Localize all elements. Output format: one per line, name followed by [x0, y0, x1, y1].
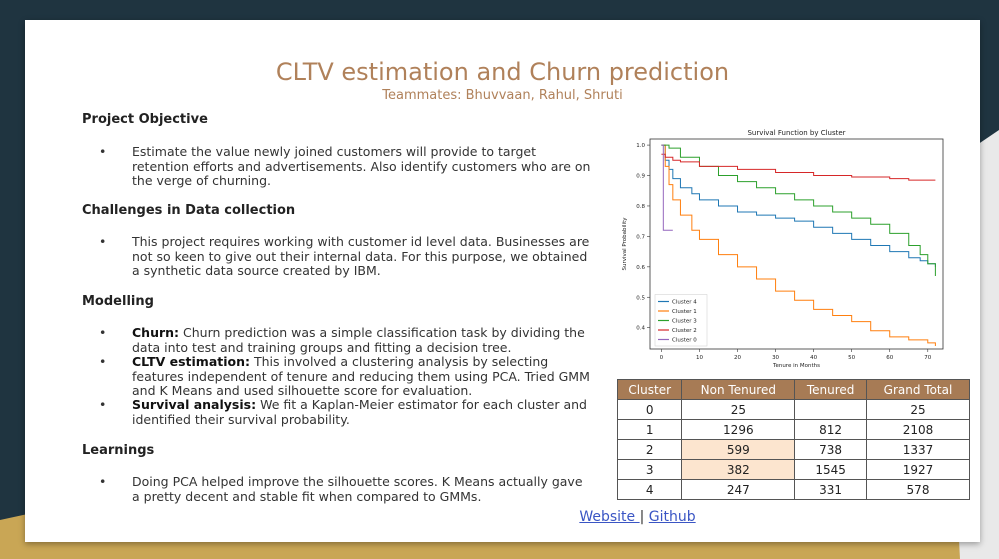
slide: CLTV estimation and Churn prediction Tea… [25, 20, 980, 542]
x-tick-label: 40 [810, 355, 817, 361]
table-row: 4 247 331 578 [616, 479, 970, 500]
y-tick-label: 0.5 [636, 295, 645, 301]
table-row: 3 382 1545 1927 [616, 459, 970, 480]
bullet-cltv: CLTV estimation: This involved a cluster… [99, 354, 592, 399]
legend-label: Cluster 0 [672, 338, 697, 344]
table-header-cell: Grand Total [866, 379, 970, 400]
bullet-bold: CLTV estimation: [132, 354, 251, 369]
bullet-bold: Churn: [132, 325, 180, 340]
table-header-cell: Tenured [794, 379, 867, 400]
x-tick-label: 10 [696, 355, 703, 361]
legend-label: Cluster 4 [672, 300, 697, 306]
bullet-text: This project requires working with custo… [132, 234, 590, 278]
table-cell: 1545 [794, 459, 867, 480]
table-cell: 3 [616, 459, 683, 480]
table-cell: 4 [616, 479, 683, 500]
bullet-text: This involved a clustering analysis by s… [132, 354, 590, 398]
cluster-table: Cluster Non Tenured Tenured Grand Total … [616, 379, 970, 500]
x-tick-label: 20 [734, 355, 741, 361]
series-line-cluster-2 [661, 153, 936, 181]
bullet-text: Estimate the value newly joined customer… [132, 144, 591, 188]
x-tick-label: 0 [660, 355, 664, 361]
page-subtitle: Teammates: Bhuvvaan, Rahul, Shruti [382, 88, 623, 103]
bullet-churn: Churn: Churn prediction was a simple cla… [99, 325, 592, 355]
bullet-objective: Estimate the value newly joined customer… [99, 144, 592, 189]
link-separator: | [639, 509, 645, 525]
survival-chart-svg: Survival Function by Cluster Tenure in Mo… [622, 129, 944, 369]
x-axis-label: Tenure in Months [772, 363, 820, 368]
chart-title: Survival Function by Cluster [747, 129, 845, 137]
y-tick-label: 1.0 [636, 143, 645, 149]
links: Website | Github [25, 509, 980, 525]
table-cell: 738 [794, 439, 867, 460]
table-cell: 2 [616, 439, 683, 460]
y-axis-label: Survival Probability [622, 217, 628, 271]
y-tick-label: 0.9 [636, 174, 645, 180]
table-cell: 331 [794, 479, 867, 500]
table-cell-highlighted: 382 [681, 459, 796, 480]
x-tick-label: 30 [772, 355, 779, 361]
table-cell: 1296 [681, 419, 796, 440]
table-cell: 1 [616, 419, 683, 440]
y-tick-label: 0.7 [636, 234, 645, 240]
y-tick-label: 0.8 [636, 204, 645, 210]
table-cell: 25 [681, 399, 796, 420]
website-link[interactable]: Website [579, 509, 640, 525]
bullet-bold: Survival analysis: [132, 397, 257, 412]
y-tick-label: 0.6 [636, 265, 645, 271]
section-heading-modelling: Modelling [82, 294, 154, 309]
legend-label: Cluster 3 [672, 319, 697, 325]
table-header-cell: Cluster [616, 379, 683, 400]
table-cell: 247 [681, 479, 796, 500]
section-heading-learnings: Learnings [82, 443, 155, 458]
legend-label: Cluster 1 [672, 309, 697, 315]
x-tick-label: 70 [924, 355, 931, 361]
table-cell: 25 [866, 399, 970, 420]
table-cell: 812 [794, 419, 867, 440]
x-tick-label: 50 [848, 355, 855, 361]
series-line-cluster-0 [661, 144, 673, 231]
bullet-text: Doing PCA helped improve the silhouette … [132, 474, 583, 504]
series-line-cluster-4 [661, 144, 936, 267]
table-cell: 1927 [866, 459, 970, 480]
bullet-challenges: This project requires working with custo… [99, 234, 592, 279]
table-cell: 2108 [866, 419, 970, 440]
table-cell: 578 [866, 479, 970, 500]
table-row: 1 1296 812 2108 [616, 419, 970, 440]
table-cell-highlighted: 599 [681, 439, 796, 460]
table-cell [794, 399, 867, 420]
y-tick-label: 0.4 [636, 326, 645, 332]
table-row: 0 25 25 [616, 399, 970, 420]
section-heading-objective: Project Objective [82, 112, 208, 127]
table-cell: 1337 [866, 439, 970, 460]
survival-chart: Survival Function by Cluster Tenure in Mo… [595, 123, 970, 369]
legend-label: Cluster 2 [672, 328, 697, 334]
table-header-cell: Non Tenured [681, 379, 796, 400]
bullet-text: Churn prediction was a simple classifica… [132, 325, 585, 355]
x-tick-label: 60 [886, 355, 893, 361]
page-title: CLTV estimation and Churn prediction [275, 58, 730, 86]
bullet-learnings: Doing PCA helped improve the silhouette … [99, 474, 592, 504]
bullet-text: We fit a Kaplan-Meier estimator for each… [132, 397, 587, 427]
github-link[interactable]: Github [648, 509, 696, 525]
table-cell: 0 [616, 399, 683, 420]
bullet-survival: Survival analysis: We fit a Kaplan-Meier… [99, 397, 592, 427]
table-row: 2 599 738 1337 [616, 439, 970, 460]
section-heading-challenges: Challenges in Data collection [82, 203, 296, 218]
series-line-cluster-1 [661, 144, 936, 346]
table-header-row: Cluster Non Tenured Tenured Grand Total [616, 379, 970, 400]
